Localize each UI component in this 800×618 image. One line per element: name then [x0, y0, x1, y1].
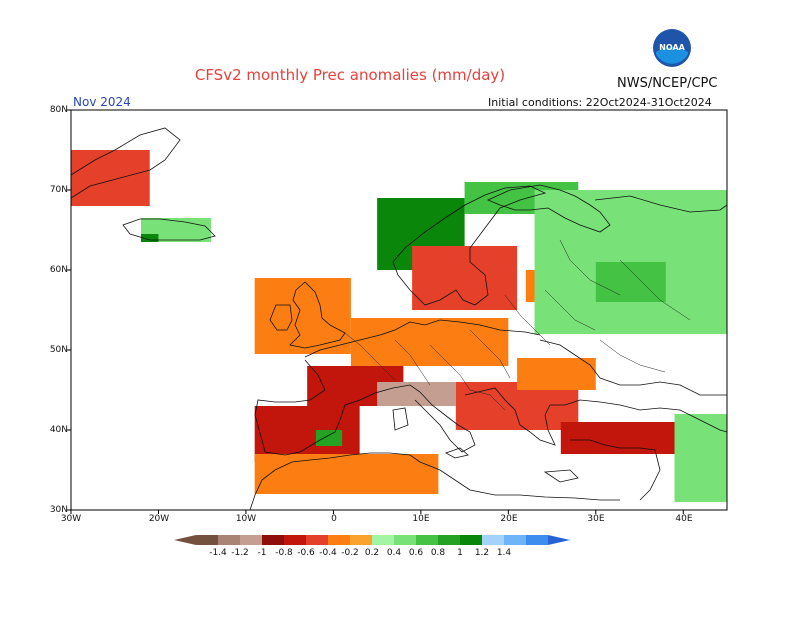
anomaly-region-0 [71, 150, 150, 206]
anomaly-region-7 [254, 278, 351, 354]
colorbar-label-8: 0.4 [386, 548, 402, 558]
anomaly-region-10 [377, 382, 456, 406]
anomaly-region-11 [254, 406, 360, 462]
lon-label-30w: 30W [60, 514, 82, 524]
chart-title: CFSv2 monthly Prec anomalies (mm/day) [194, 66, 506, 84]
anomaly-region-12 [315, 430, 343, 446]
anomaly-region-16 [254, 454, 439, 494]
lon-label-10e: 10E [412, 514, 430, 524]
colorbar-label-4: -0.6 [297, 548, 315, 558]
colorbar-high-arrow [548, 535, 570, 545]
lon-label-20e: 20E [500, 514, 518, 524]
colorbar-swatch-8 [372, 535, 394, 545]
anomaly-region-14 [517, 358, 596, 390]
colorbar-label-7: 0.2 [364, 548, 380, 558]
map-frame [70, 109, 728, 511]
agency-label: NWS/NCEP/CPC [617, 76, 718, 91]
lat-label-60n: 60N [49, 265, 68, 275]
colorbar-swatch-6 [328, 535, 350, 545]
colorbar-label-2: -1 [257, 548, 267, 558]
colorbar-swatch-14 [504, 535, 526, 545]
colorbar-swatch-5 [306, 535, 328, 545]
colorbar-swatch-13 [482, 535, 504, 545]
colorbar-swatch-3 [262, 535, 284, 545]
colorbar-label-3: -0.8 [275, 548, 293, 558]
coastlines [70, 127, 728, 511]
lon-label-30e: 30E [587, 514, 605, 524]
colorbar-label-9: 0.6 [408, 548, 424, 558]
country-borders [344, 239, 691, 411]
colorbar-label-11: 1 [457, 548, 463, 558]
colorbar-label-10: 0.8 [430, 548, 446, 558]
colorbar-swatch-2 [240, 535, 262, 545]
colorbar-swatch-7 [350, 535, 372, 545]
anomaly-region-8 [350, 318, 509, 366]
colorbar-swatch-12 [460, 535, 482, 545]
colorbar-swatch-11 [438, 535, 460, 545]
anomaly-region-5 [412, 246, 518, 310]
colorbar-label-5: -0.4 [319, 548, 337, 558]
lat-label-30n: 30N [49, 505, 68, 515]
colorbar-swatch-10 [416, 535, 438, 545]
initial-conditions: Initial conditions: 22Oct2024-31Oct2024 [488, 96, 712, 109]
lat-ticks [67, 109, 71, 511]
anomaly-region-2 [140, 234, 159, 242]
month-label: Nov 2024 [73, 95, 131, 109]
colorbar-swatch-15 [526, 535, 548, 545]
colorbar-swatch-9 [394, 535, 416, 545]
anomaly-region-18 [595, 262, 666, 302]
anomaly-region-19 [674, 414, 727, 502]
noaa-logo: NOAA [653, 29, 691, 67]
colorbar-label-1: -1.2 [231, 548, 249, 558]
colorbar [174, 535, 570, 545]
logo-text: NOAA [659, 43, 685, 52]
lon-label-0: 0 [331, 514, 337, 524]
colorbar-label-0: -1.4 [209, 548, 227, 558]
lon-label-20w: 20W [148, 514, 170, 524]
colorbar-low-arrow [174, 535, 196, 545]
colorbar-swatch-0 [196, 535, 218, 545]
colorbar-swatch-1 [218, 535, 240, 545]
lat-label-40n: 40N [49, 425, 68, 435]
lon-ticks [70, 510, 684, 514]
lat-label-70n: 70N [49, 185, 68, 195]
anomaly-region-15 [560, 422, 684, 454]
lon-label-10w: 10W [235, 514, 257, 524]
lat-label-80n: 80N [49, 105, 68, 115]
lon-label-40e: 40E [675, 514, 693, 524]
lat-label-50n: 50N [49, 345, 68, 355]
anomaly-cells [71, 150, 727, 502]
colorbar-label-13: 1.4 [496, 548, 512, 558]
colorbar-label-12: 1.2 [474, 548, 490, 558]
colorbar-label-6: -0.2 [341, 548, 359, 558]
colorbar-swatch-4 [284, 535, 306, 545]
